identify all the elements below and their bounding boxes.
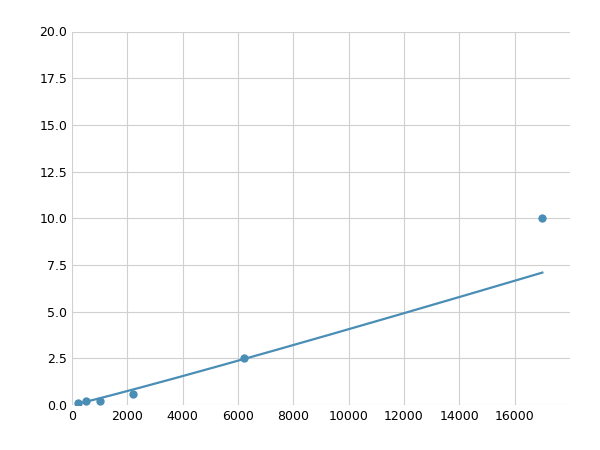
Point (73, 400, 82, 407)
Point (538, 215, 547, 222)
Point (81, 398, 91, 405)
Point (128, 390, 137, 397)
Point (239, 355, 248, 362)
Point (95, 398, 104, 405)
